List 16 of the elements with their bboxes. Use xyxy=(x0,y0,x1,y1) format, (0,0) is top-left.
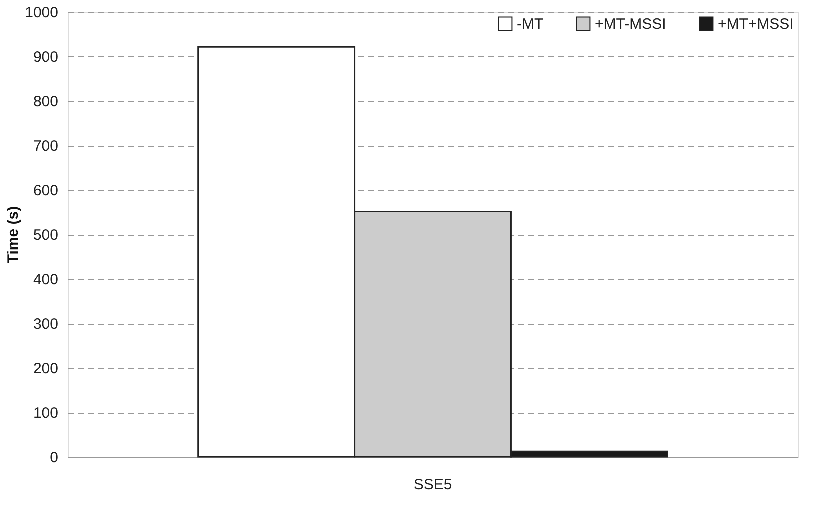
y-tick-label: 1000 xyxy=(25,4,58,22)
y-tick-label: 500 xyxy=(33,227,58,244)
legend-label: +MT+MSSI xyxy=(718,16,794,33)
y-tick-label: 600 xyxy=(33,182,58,200)
legend-label: -MT xyxy=(517,16,544,33)
x-tick-label: SSE5 xyxy=(414,476,452,494)
legend-label: +MT-MSSI xyxy=(595,16,666,33)
y-tick-label: 800 xyxy=(33,94,58,110)
y-tick-label: 900 xyxy=(33,49,58,66)
y-tick-label: 700 xyxy=(33,138,58,155)
y-tick-label: 300 xyxy=(33,316,58,333)
y-tick-label: 100 xyxy=(33,405,58,422)
y-tick-label: 400 xyxy=(33,272,58,288)
y-tick-label: 0 xyxy=(50,450,58,466)
y-axis-title: Time (s) xyxy=(5,206,22,264)
y-tick-label: 200 xyxy=(33,360,58,378)
